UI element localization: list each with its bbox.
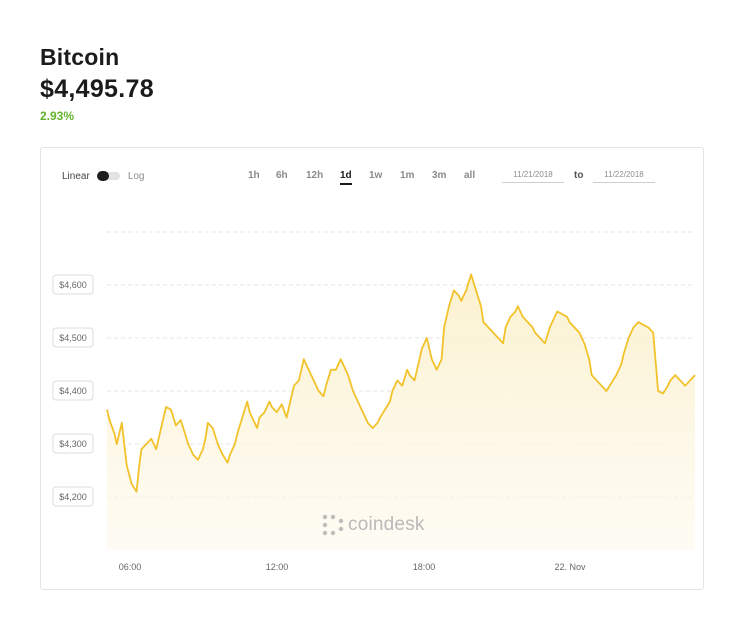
date-to-input[interactable]: 11/22/2018: [593, 170, 655, 183]
price-change-percent: 2.93%: [40, 109, 75, 123]
watermark-text: coindesk: [348, 514, 425, 535]
y-tick-label: $4,200: [59, 492, 87, 502]
range-6h[interactable]: 6h: [276, 170, 288, 181]
y-tick-box: [52, 433, 94, 454]
scale-log-label[interactable]: Log: [127, 170, 145, 182]
scale-linear-label[interactable]: Linear: [62, 170, 90, 182]
y-tick-box: [52, 274, 94, 295]
scale-switch[interactable]: [96, 171, 120, 181]
y-tick-label: $4,500: [59, 333, 87, 343]
y-tick-label: $4,300: [59, 439, 87, 449]
asset-name: Bitcoin: [40, 44, 120, 70]
coindesk-watermark: coindesk: [322, 514, 425, 536]
range-12h[interactable]: 12h: [306, 170, 324, 181]
coindesk-logo-icon: [322, 514, 344, 536]
x-tick-label: 06:00: [119, 562, 142, 572]
y-tick-box: [52, 380, 94, 401]
range-1h[interactable]: 1h: [248, 170, 260, 181]
y-tick-label: $4,600: [59, 280, 87, 290]
y-tick-box: [52, 327, 94, 348]
scale-toggle[interactable]: Linear Log: [62, 169, 145, 183]
date-to-label: to: [574, 170, 584, 181]
range-1w[interactable]: 1w: [369, 170, 383, 181]
price-area: [107, 274, 695, 550]
date-from-input[interactable]: 11/21/2018: [502, 170, 564, 183]
asset-price: $4,495.78: [40, 75, 154, 103]
price-line: [106, 273, 696, 493]
x-tick-label: 18:00: [413, 562, 436, 572]
range-3m[interactable]: 3m: [432, 170, 447, 181]
x-tick-label: 22. Nov: [554, 562, 586, 572]
y-tick-box: [52, 486, 94, 507]
y-tick-label: $4,400: [59, 386, 87, 396]
range-1d[interactable]: 1d: [340, 170, 352, 185]
scale-switch-knob: [96, 171, 109, 181]
range-all[interactable]: all: [464, 170, 476, 181]
range-1m[interactable]: 1m: [400, 170, 415, 181]
x-tick-label: 12:00: [266, 562, 289, 572]
